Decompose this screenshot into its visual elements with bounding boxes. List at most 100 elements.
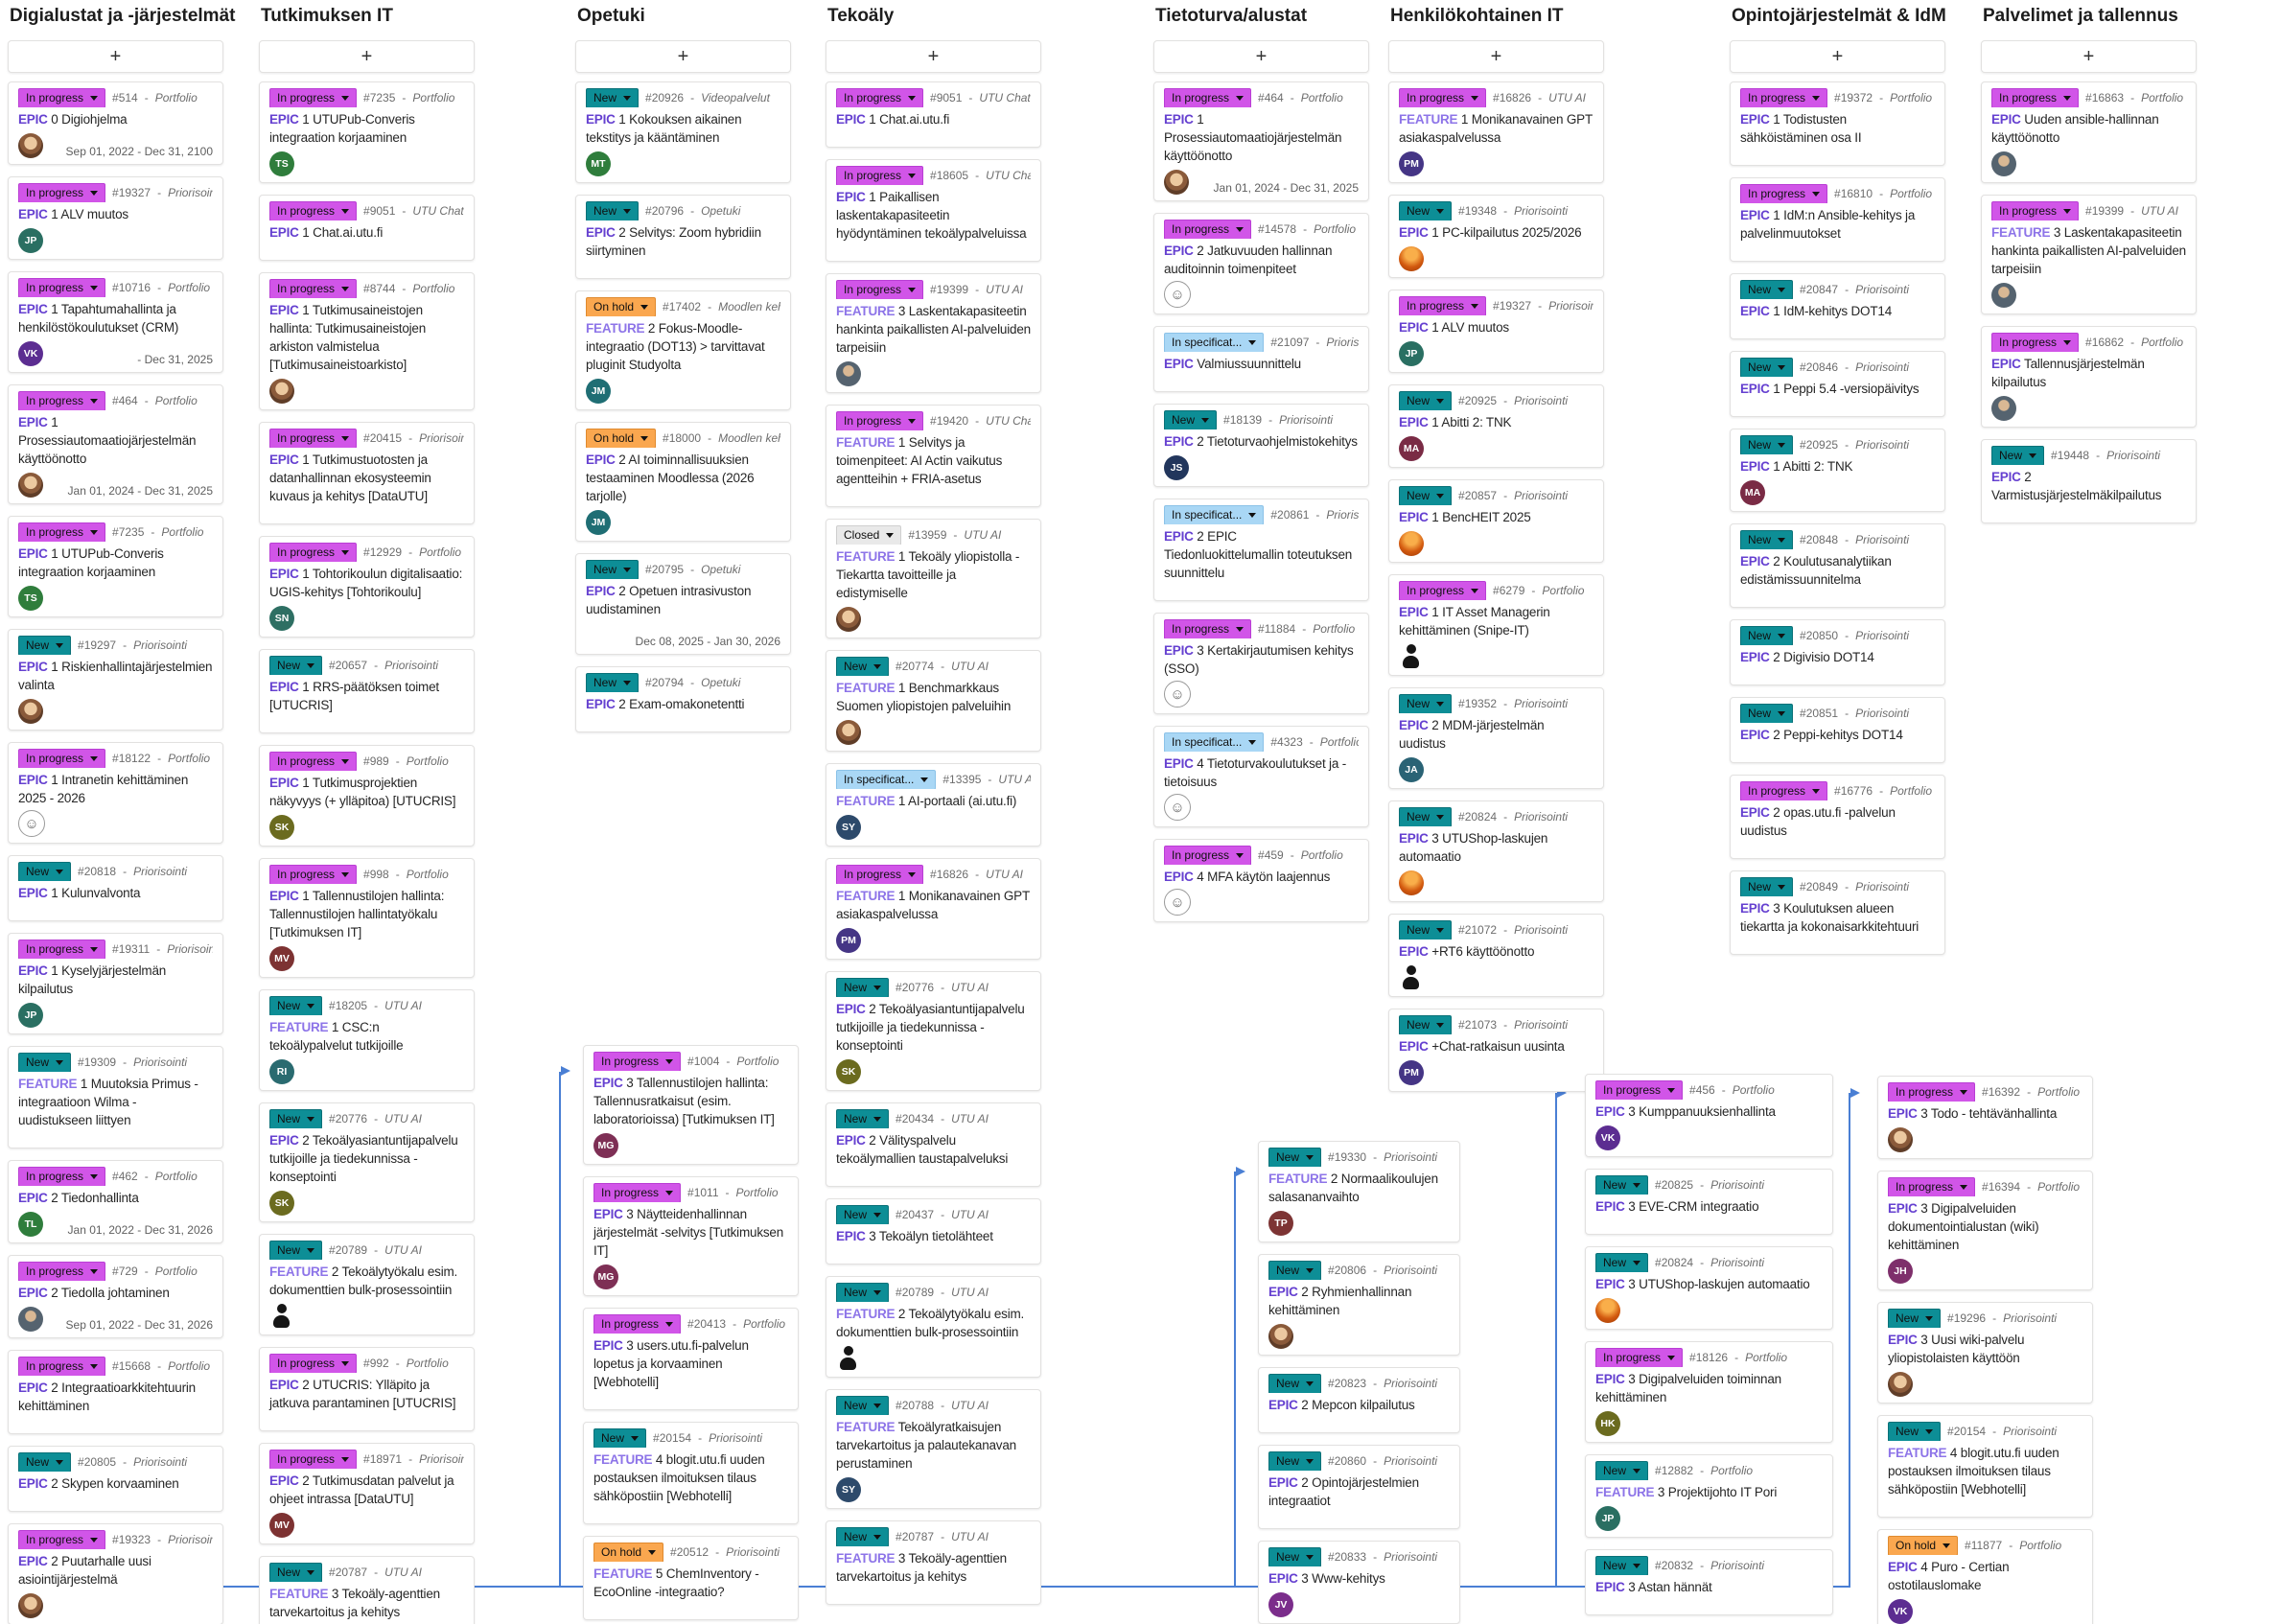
work-item-card[interactable]: In progress #989 - Portfolio EPIC 1 Tutk… (259, 745, 475, 847)
work-item-card[interactable]: Closed #13959 - UTU AI FEATURE 1 Tekoäly… (826, 519, 1041, 638)
state-dropdown[interactable]: New (1268, 1148, 1322, 1167)
state-dropdown[interactable]: New (593, 1428, 647, 1448)
work-item-card[interactable]: New #19309 - Priorisointi FEATURE 1 Muut… (8, 1046, 223, 1148)
work-item-card[interactable]: New #18139 - Priorisointi EPIC 2 Tietotu… (1153, 404, 1369, 487)
state-dropdown[interactable]: In progress (18, 1530, 106, 1549)
add-card-button[interactable]: + (8, 40, 223, 73)
state-dropdown[interactable]: New (1740, 358, 1794, 377)
state-dropdown[interactable]: New (18, 636, 72, 655)
state-dropdown[interactable]: In progress (836, 280, 924, 299)
work-item-card[interactable]: In specificat... #20861 - Priorisointi E… (1153, 499, 1369, 601)
work-item-card[interactable]: In progress #7235 - Portfolio EPIC 1 UTU… (8, 516, 223, 617)
state-dropdown[interactable]: In progress (1164, 88, 1252, 107)
state-dropdown[interactable]: In progress (18, 1167, 106, 1186)
state-dropdown[interactable]: In progress (269, 88, 358, 107)
work-item-card[interactable]: In specificat... #4323 - Portfolio EPIC … (1153, 726, 1369, 827)
state-dropdown[interactable]: New (269, 1563, 323, 1582)
state-dropdown[interactable]: New (586, 560, 640, 579)
work-item-card[interactable]: New #19352 - Priorisointi EPIC 2 MDM-jär… (1388, 687, 1604, 789)
work-item-card[interactable]: In progress #12929 - Portfolio EPIC 1 To… (259, 536, 475, 638)
work-item-card[interactable]: New #20926 - Videopalvelut EPIC 1 Kokouk… (575, 81, 791, 183)
state-dropdown[interactable]: In progress (269, 865, 358, 884)
state-dropdown[interactable]: In specificat... (1164, 505, 1265, 524)
state-dropdown[interactable]: New (1164, 410, 1218, 429)
state-dropdown[interactable]: New (1595, 1556, 1649, 1575)
work-item-card[interactable]: New #19448 - Priorisointi EPIC 2 Varmist… (1981, 439, 2197, 523)
state-dropdown[interactable]: New (836, 1283, 890, 1302)
state-dropdown[interactable]: In progress (1888, 1177, 1976, 1196)
work-item-card[interactable]: On hold #18000 - Moodlen kehittäm... EPI… (575, 422, 791, 542)
work-item-card[interactable]: In progress #6279 - Portfolio EPIC 1 IT … (1388, 574, 1604, 676)
state-dropdown[interactable]: New (18, 1452, 72, 1472)
work-item-card[interactable]: New #20788 - UTU AI FEATURE Tekoälyratka… (826, 1389, 1041, 1509)
work-item-card[interactable]: New #20823 - Priorisointi EPIC 2 Mepcon … (1258, 1367, 1460, 1433)
state-dropdown[interactable]: New (836, 1205, 890, 1224)
state-dropdown[interactable]: In progress (269, 201, 358, 220)
state-dropdown[interactable]: New (1991, 446, 2045, 465)
work-item-card[interactable]: New #20796 - Opetuki EPIC 2 Selvitys: Zo… (575, 195, 791, 279)
work-item-card[interactable]: New #20789 - UTU AI FEATURE 2 Tekoälytyö… (259, 1234, 475, 1335)
state-dropdown[interactable]: In progress (1740, 781, 1828, 800)
state-dropdown[interactable]: New (836, 657, 890, 676)
work-item-card[interactable]: New #20824 - Priorisointi EPIC 3 UTUShop… (1388, 800, 1604, 902)
state-dropdown[interactable]: New (836, 1527, 890, 1546)
work-item-card[interactable]: New #20846 - Priorisointi EPIC 1 Peppi 5… (1730, 351, 1945, 417)
work-item-card[interactable]: New #12882 - Portfolio FEATURE 3 Projekt… (1585, 1454, 1833, 1538)
state-dropdown[interactable]: In progress (1595, 1348, 1684, 1367)
work-item-card[interactable]: In progress #16776 - Portfolio EPIC 2 op… (1730, 775, 1945, 859)
work-item-card[interactable]: In progress #16394 - Portfolio EPIC 3 Di… (1877, 1171, 2093, 1290)
work-item-card[interactable]: In progress #514 - Portfolio EPIC 0 Digi… (8, 81, 223, 165)
work-item-card[interactable]: New #20850 - Priorisointi EPIC 2 Digivis… (1730, 619, 1945, 685)
work-item-card[interactable]: In progress #18126 - Portfolio EPIC 3 Di… (1585, 1341, 1833, 1443)
work-item-card[interactable]: New #20154 - Priorisointi FEATURE 4 blog… (1877, 1415, 2093, 1518)
work-item-card[interactable]: In progress #16392 - Portfolio EPIC 3 To… (1877, 1076, 2093, 1159)
work-item-card[interactable]: In progress #992 - Portfolio EPIC 2 UTUC… (259, 1347, 475, 1431)
state-dropdown[interactable]: New (269, 1109, 323, 1128)
work-item-card[interactable]: New #20437 - UTU AI EPIC 3 Tekoälyn tiet… (826, 1198, 1041, 1264)
work-item-card[interactable]: New #19297 - Priorisointi EPIC 1 Riskien… (8, 629, 223, 731)
work-item-card[interactable]: In progress #19327 - Priorisointi EPIC 1… (1388, 290, 1604, 373)
state-dropdown[interactable]: New (1595, 1461, 1649, 1480)
add-card-button[interactable]: + (1730, 40, 1945, 73)
work-item-card[interactable]: In progress #20415 - Priorisointi EPIC 1… (259, 422, 475, 524)
work-item-card[interactable]: New #20794 - Opetuki EPIC 2 Exam-omakone… (575, 666, 791, 732)
work-item-card[interactable]: In progress #11884 - Portfolio EPIC 3 Ke… (1153, 613, 1369, 714)
work-item-card[interactable]: In progress #19372 - Portfolio EPIC 1 To… (1730, 81, 1945, 166)
state-dropdown[interactable]: In progress (1399, 296, 1487, 315)
state-dropdown[interactable]: In progress (269, 752, 358, 771)
work-item-card[interactable]: New #20832 - Priorisointi EPIC 3 Astan h… (1585, 1549, 1833, 1615)
work-item-card[interactable]: New #20860 - Priorisointi EPIC 2 Opintoj… (1258, 1445, 1460, 1529)
work-item-card[interactable]: New #20787 - UTU AI FEATURE 3 Tekoäly-ag… (826, 1520, 1041, 1605)
state-dropdown[interactable]: In progress (18, 749, 106, 768)
work-item-card[interactable]: On hold #20512 - Priorisointi FEATURE 5 … (583, 1536, 799, 1620)
state-dropdown[interactable]: New (269, 656, 323, 675)
work-item-card[interactable]: In progress #19420 - UTU Chat FEATURE 1 … (826, 405, 1041, 507)
state-dropdown[interactable]: New (1888, 1422, 1942, 1441)
work-item-card[interactable]: In progress #16810 - Portfolio EPIC 1 Id… (1730, 177, 1945, 262)
work-item-card[interactable]: New #20849 - Priorisointi EPIC 3 Koulutu… (1730, 870, 1945, 955)
state-dropdown[interactable]: New (1595, 1253, 1649, 1272)
work-item-card[interactable]: New #20657 - Priorisointi EPIC 1 RRS-pää… (259, 649, 475, 733)
state-dropdown[interactable]: On hold (593, 1543, 664, 1562)
state-dropdown[interactable]: In progress (836, 865, 924, 884)
state-dropdown[interactable]: In progress (1595, 1080, 1684, 1100)
work-item-card[interactable]: In progress #16826 - UTU AI FEATURE 1 Mo… (826, 858, 1041, 960)
work-item-card[interactable]: New #20154 - Priorisointi FEATURE 4 blog… (583, 1422, 799, 1524)
work-item-card[interactable]: On hold #11877 - Portfolio EPIC 4 Puro -… (1877, 1529, 2093, 1624)
state-dropdown[interactable]: In progress (269, 1354, 358, 1373)
state-dropdown[interactable]: In progress (18, 1357, 106, 1376)
state-dropdown[interactable]: In progress (1164, 619, 1252, 638)
state-dropdown[interactable]: In progress (269, 543, 358, 562)
state-dropdown[interactable]: In progress (18, 940, 106, 959)
work-item-card[interactable]: New #19296 - Priorisointi EPIC 3 Uusi wi… (1877, 1302, 2093, 1404)
state-dropdown[interactable]: In progress (1740, 184, 1828, 203)
work-item-card[interactable]: New #20847 - Priorisointi EPIC 1 IdM-keh… (1730, 273, 1945, 339)
state-dropdown[interactable]: In progress (18, 88, 106, 107)
state-dropdown[interactable]: Closed (836, 525, 902, 545)
state-dropdown[interactable]: New (836, 1109, 890, 1128)
state-dropdown[interactable]: In progress (18, 391, 106, 410)
state-dropdown[interactable]: On hold (586, 297, 657, 316)
work-item-card[interactable]: In progress #20413 - Portfolio EPIC 3 us… (583, 1308, 799, 1410)
work-item-card[interactable]: In progress #18122 - Portfolio EPIC 1 In… (8, 742, 223, 844)
state-dropdown[interactable]: In specificat... (836, 770, 937, 789)
